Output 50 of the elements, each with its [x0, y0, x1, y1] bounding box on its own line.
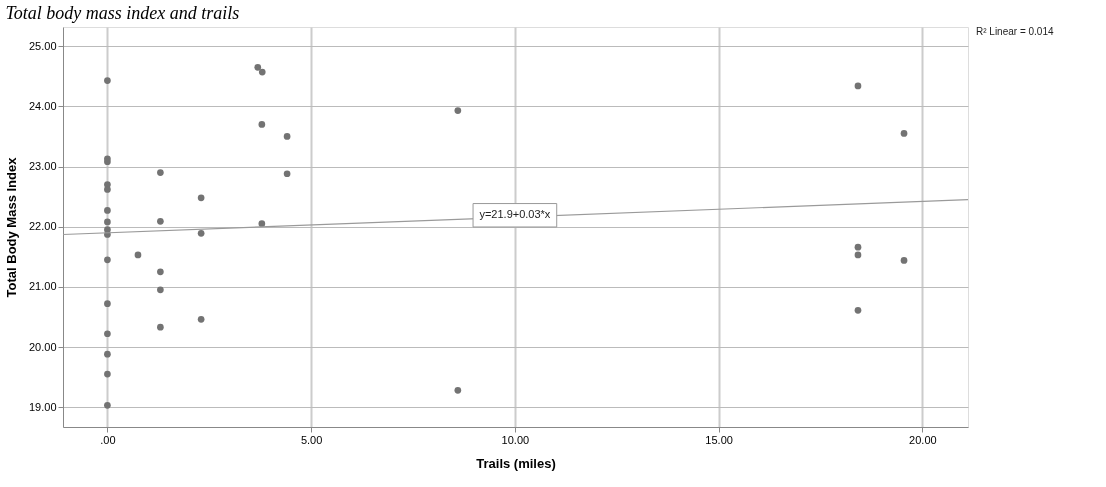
point [104, 186, 111, 193]
point [104, 350, 111, 358]
point [283, 133, 291, 140]
point [258, 121, 266, 128]
chart-title: Total body mass index and trails [5, 3, 240, 23]
point [197, 194, 205, 202]
point [104, 370, 111, 378]
text: R² Linear = 0.014 [976, 26, 1054, 37]
point [104, 77, 111, 84]
point [157, 286, 164, 294]
x-tick-label: 5.00 [300, 433, 323, 446]
y-tick-label: 19.00 [28, 400, 57, 413]
point [258, 220, 266, 228]
y-tick-label: 22.00 [28, 220, 57, 233]
point [157, 217, 164, 225]
point [104, 300, 111, 308]
point [854, 243, 862, 251]
point [104, 330, 111, 338]
point [157, 169, 164, 176]
point [854, 82, 862, 90]
x-tick-label: 20.00 [909, 433, 937, 446]
point [258, 68, 266, 76]
point [104, 256, 111, 264]
point [104, 207, 111, 214]
y-tick-label: 21.00 [28, 280, 57, 293]
point [104, 218, 111, 226]
point [197, 315, 205, 323]
x-tick-label: 10.00 [501, 433, 530, 446]
x-tick-label: .00 [100, 433, 116, 446]
x-axis-title: Trails (miles) [476, 455, 556, 471]
point [854, 306, 862, 314]
point [254, 63, 262, 71]
point [454, 386, 462, 394]
y-tick-label: 25.00 [28, 39, 57, 52]
y-tick-label: 23.00 [28, 160, 57, 173]
y-axis-title: Total Body Mass Index [3, 156, 19, 298]
point [283, 170, 291, 178]
point [900, 130, 908, 137]
x-tick-label: 15.00 [705, 433, 733, 446]
point [454, 107, 462, 114]
point [854, 251, 862, 259]
point [104, 402, 111, 409]
point [134, 251, 142, 259]
point [157, 323, 164, 331]
point [157, 268, 164, 276]
point [197, 229, 205, 237]
annotation: y=21.9+0.03*x [479, 208, 551, 221]
y-tick-label: 24.00 [28, 99, 57, 112]
y-tick-label: 20.00 [28, 340, 57, 353]
point [900, 257, 908, 264]
